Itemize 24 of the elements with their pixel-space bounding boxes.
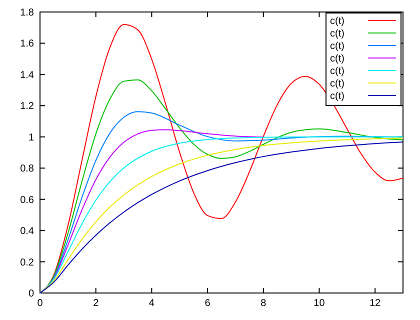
x-tick-label: 8	[260, 298, 267, 309]
y-tick-label: 0.6	[20, 194, 34, 206]
x-tick-label: 10	[314, 298, 326, 309]
y-tick-label: 0.4	[20, 226, 34, 238]
y-tick-label: 1	[28, 132, 34, 144]
y-tick-label: 0	[28, 288, 34, 300]
x-tick-label: 0	[37, 298, 44, 309]
y-tick-label: 1.2	[20, 101, 34, 112]
legend-label: c(t)	[330, 54, 344, 64]
y-tick-label: 1.4	[20, 70, 34, 81]
legend-label: c(t)	[330, 28, 344, 40]
y-tick-label: 0.8	[20, 164, 34, 175]
x-tick-label: 6	[204, 298, 211, 309]
legend-label: c(t)	[330, 66, 344, 77]
x-tick-label: 2	[93, 298, 100, 309]
y-tick-label: 1.8	[20, 8, 34, 18]
legend-label: c(t)	[330, 78, 344, 90]
legend-label: c(t)	[330, 16, 344, 27]
legend-label: c(t)	[330, 91, 344, 102]
legend-label: c(t)	[330, 41, 344, 52]
x-tick-label: 4	[148, 298, 155, 309]
y-tick-label: 0.2	[20, 257, 34, 268]
y-tick-label: 1.6	[20, 38, 34, 50]
x-tick-label: 12	[370, 298, 382, 309]
